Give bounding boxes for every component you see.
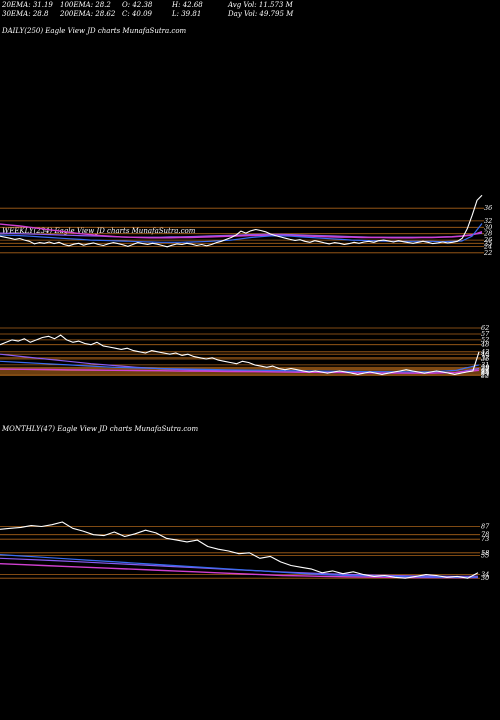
monthly-tick-label-5: 34: [481, 571, 489, 579]
daily-panel-label: DAILY(250) Eagle View JD charts MunafaSu…: [2, 27, 187, 35]
weekly-tick-label-11: 27: [480, 366, 490, 374]
weekly-tick-label-9: 29: [480, 363, 489, 371]
header-ema100: 100EMA: 28.2: [60, 1, 111, 9]
daily-tick-label-6: 24: [483, 242, 492, 250]
monthly-tick-label-1: 78: [481, 531, 489, 539]
daily-tick-label-1: 32: [484, 217, 492, 225]
header-ema30: 30EMA: 28.8: [2, 10, 49, 18]
monthly-tick-label-2: 73: [481, 535, 489, 543]
monthly-tick-label-6: 30: [481, 574, 489, 582]
daily-tick-label-7: 22: [483, 249, 492, 257]
weekly-tick-label-0: 62: [481, 324, 489, 332]
daily-tick-label-3: 28: [483, 230, 492, 238]
header-open: O: 42.38: [122, 1, 153, 9]
weekly-tick-label-4: 42: [480, 348, 489, 356]
daily-tick-label-2: 30: [484, 223, 492, 231]
monthly-tick-label-0: 87: [481, 523, 490, 531]
header-low: L: 39.81: [172, 10, 202, 18]
weekly-tick-label-12: 26: [480, 367, 489, 375]
weekly-panel-label: WEEKLY(234) Eagle View JD charts MunafaS…: [2, 227, 196, 235]
weekly-tick-label-1: 57: [481, 330, 490, 338]
monthly-tick-label-3: 58: [481, 549, 489, 557]
weekly-tick-label-8: 31: [481, 361, 489, 369]
weekly-tick-label-10: 28: [480, 365, 489, 373]
monthly-panel-label: MONTHLY(47) Eagle View JD charts MunafaS…: [2, 425, 199, 433]
weekly-tick-label-2: 52: [481, 336, 489, 344]
weekly-ema-blue-line: [0, 360, 480, 373]
weekly-tick-label-16: 22: [480, 372, 489, 380]
weekly-price-line: [0, 334, 480, 375]
monthly-price-line: [0, 521, 479, 579]
header-avg-vol: Avg Vol: 11.573 M: [228, 1, 293, 9]
header-ema200: 200EMA: 28.62: [60, 10, 116, 18]
daily-price-line: [0, 194, 483, 248]
weekly-tick-label-15: 23: [480, 370, 489, 378]
weekly-tick-label-7: 36: [481, 355, 489, 363]
weekly-tick-label-3: 48: [480, 341, 489, 349]
weekly-tick-label-13: 25: [480, 368, 489, 376]
monthly-tick-label-4: 55: [481, 552, 489, 560]
weekly-tick-label-14: 24: [480, 369, 489, 377]
monthly-ema-blue-line: [0, 554, 478, 578]
daily-tick-label-4: 26: [483, 236, 492, 244]
daily-tick-label-0: 36: [484, 204, 492, 212]
weekly-tick-label-6: 37: [481, 354, 490, 362]
header-close: C: 40.09: [122, 10, 152, 18]
daily-tick-label-5: 25: [483, 239, 492, 247]
weekly-tick-label-5: 40: [480, 350, 489, 358]
header-high: H: 42.68: [172, 1, 203, 9]
header-ema20: 20EMA: 31.19: [2, 1, 53, 9]
weekly-ema-magenta-line: [0, 368, 480, 374]
daily-ema-magenta-line: [0, 223, 483, 239]
header-day-vol: Day Vol: 49.795 M: [228, 10, 294, 18]
